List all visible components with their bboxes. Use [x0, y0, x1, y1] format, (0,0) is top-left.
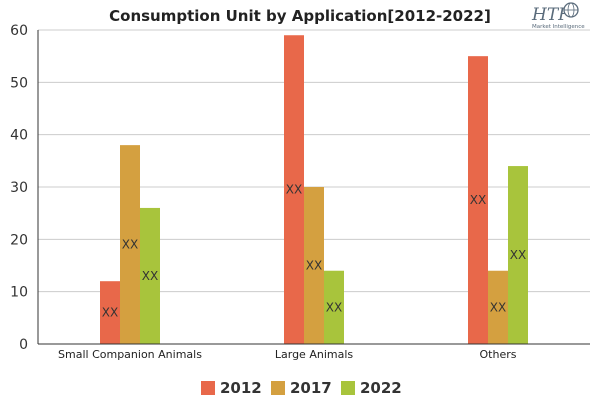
- y-tick-label: 30: [10, 180, 28, 196]
- x-tick-label: Small Companion Animals: [58, 348, 202, 361]
- bar-2017: [488, 270, 508, 344]
- bar-2012: [100, 281, 120, 344]
- bar-2022: [508, 166, 528, 344]
- data-label: XX: [470, 193, 486, 207]
- bar-2017: [120, 145, 140, 344]
- data-label: XX: [306, 259, 322, 273]
- logo-mark: HTF: [531, 5, 571, 25]
- y-tick-label: 50: [10, 75, 28, 91]
- y-tick-label: 60: [10, 23, 28, 39]
- data-label: XX: [142, 269, 158, 283]
- data-label: XX: [122, 238, 138, 252]
- legend-swatch: [201, 381, 215, 395]
- x-tick-label: Large Animals: [275, 348, 354, 361]
- y-tick-label: 10: [10, 285, 28, 301]
- legend-swatch: [271, 381, 285, 395]
- legend: 2012 2017 2022: [201, 379, 402, 397]
- legend-swatch: [341, 381, 355, 395]
- globe-icon: [563, 2, 579, 18]
- data-label: XX: [102, 306, 118, 320]
- logo-tagline: Market Intelligence: [532, 24, 585, 30]
- y-axis: 0 10 20 30 40 50 60: [10, 23, 39, 353]
- bar-2012: [468, 56, 488, 345]
- y-tick-label: 0: [19, 337, 28, 353]
- bar-2012: [284, 35, 304, 344]
- x-axis: Small Companion Animals Large Animals Othe…: [38, 343, 590, 361]
- legend-label: 2017: [290, 379, 332, 397]
- x-tick-label: Others: [480, 348, 517, 361]
- bar-2017: [304, 187, 324, 344]
- y-tick-label: 40: [10, 128, 28, 144]
- legend-label: 2022: [360, 379, 402, 397]
- data-label: XX: [510, 248, 526, 262]
- htf-logo: HTF Market Intelligence: [531, 2, 585, 30]
- y-tick-label: 20: [10, 232, 28, 248]
- legend-label: 2012: [220, 379, 262, 397]
- chart-title: Consumption Unit by Application[2012-202…: [109, 7, 491, 25]
- bar-2022: [324, 270, 344, 344]
- data-label: XX: [286, 183, 302, 197]
- bars: XX XX XX XX XX XX XX XX XX: [100, 35, 528, 345]
- data-label: XX: [490, 300, 506, 314]
- bar-2022: [140, 207, 160, 344]
- data-label: XX: [326, 300, 342, 314]
